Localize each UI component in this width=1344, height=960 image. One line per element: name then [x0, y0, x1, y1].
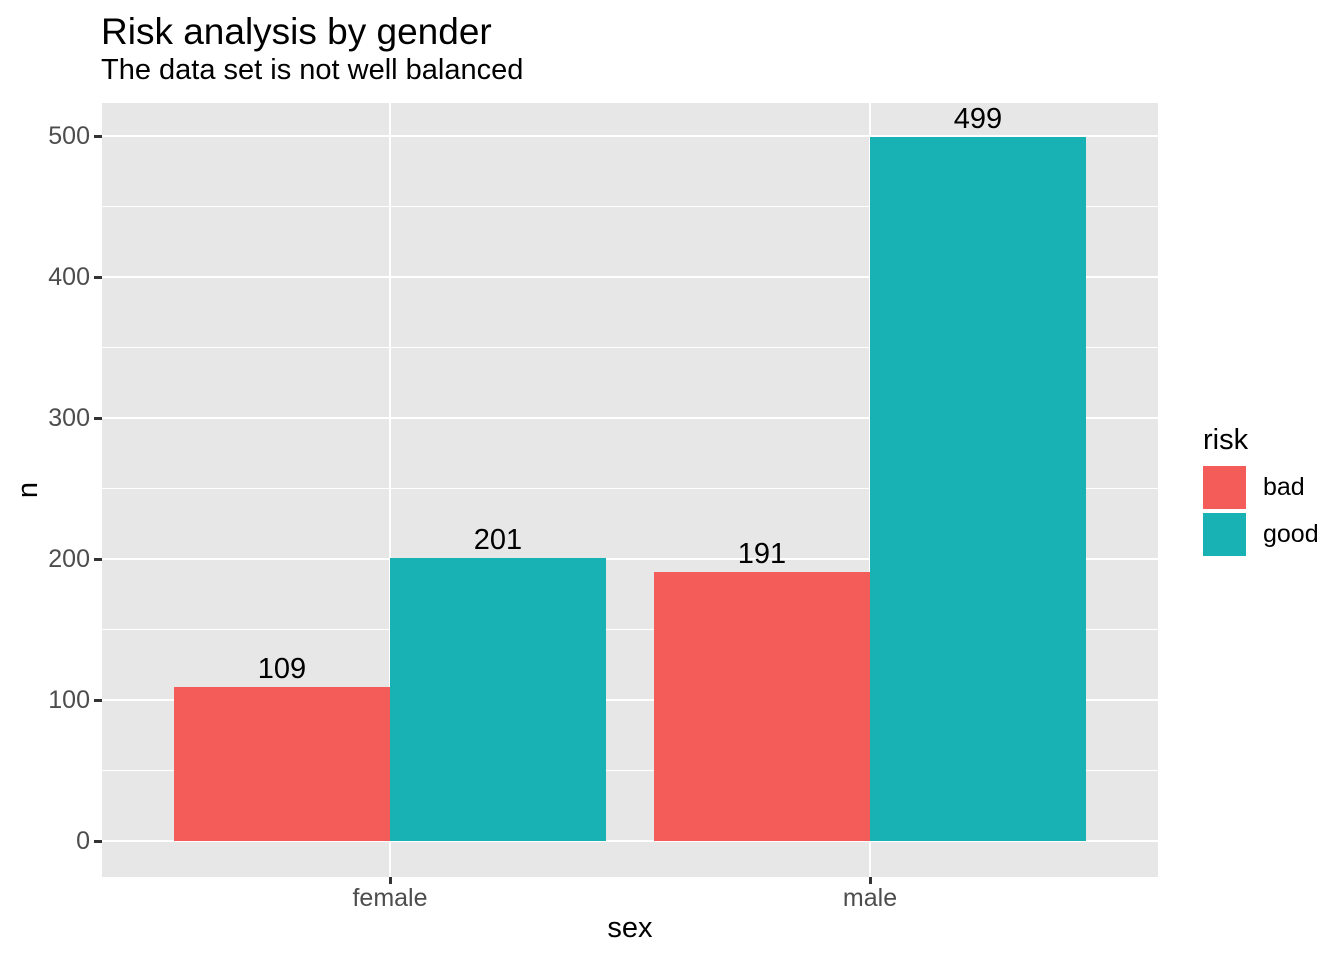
gridline-minor-250 [102, 488, 1158, 489]
bar-male-good [870, 137, 1086, 841]
gridline-minor-150 [102, 629, 1158, 630]
legend-label-bad: bad [1263, 473, 1305, 501]
y-tick-mark-400 [94, 275, 102, 279]
gridline-major-100 [102, 699, 1158, 701]
legend-title: risk [1203, 424, 1249, 456]
y-tick-label-200: 200 [48, 545, 90, 573]
x-tick-mark-male [868, 877, 872, 884]
chart-subtitle: The data set is not well balanced [101, 54, 524, 86]
bar-female-good [390, 557, 606, 841]
y-tick-mark-500 [94, 134, 102, 138]
gridline-minor-50 [102, 770, 1158, 771]
legend: risk bad good [1203, 424, 1319, 560]
x-tick-mark-female [388, 877, 392, 884]
bar-value-label-male-good: 499 [953, 103, 1003, 136]
legend-swatch-good [1203, 513, 1246, 556]
bar-value-label-male-bad: 191 [737, 537, 787, 570]
y-tick-mark-0 [94, 839, 102, 843]
gridline-minor-350 [102, 347, 1158, 348]
y-tick-label-0: 0 [76, 827, 90, 855]
legend-key-bad: bad [1203, 466, 1319, 509]
legend-key-good: good [1203, 513, 1319, 556]
y-tick-label-400: 400 [48, 263, 90, 291]
y-tick-label-300: 300 [48, 404, 90, 432]
chart-title: Risk analysis by gender [101, 11, 492, 52]
y-tick-mark-200 [94, 557, 102, 561]
legend-label-good: good [1263, 520, 1319, 548]
gridline-major-500 [102, 135, 1158, 137]
x-tick-label-female: female [352, 884, 428, 912]
gridline-major-200 [102, 558, 1158, 560]
x-axis-title: sex [607, 912, 653, 944]
bar-value-label-female-good: 201 [473, 523, 523, 556]
y-tick-mark-300 [94, 416, 102, 420]
y-axis-title: n [11, 481, 44, 499]
y-tick-mark-100 [94, 698, 102, 702]
plot-panel [102, 103, 1158, 877]
gridline-major-300 [102, 417, 1158, 419]
y-tick-label-500: 500 [48, 122, 90, 150]
gridline-major-400 [102, 276, 1158, 278]
gridline-vertical-female [389, 103, 391, 877]
gridline-minor-450 [102, 206, 1158, 207]
bar-female-bad [174, 687, 390, 841]
bar-male-bad [654, 571, 870, 841]
x-tick-label-male: male [842, 884, 898, 912]
gridline-major-0 [102, 840, 1158, 842]
legend-swatch-bad [1203, 466, 1246, 509]
bar-value-label-female-bad: 109 [257, 653, 307, 686]
y-tick-label-100: 100 [48, 686, 90, 714]
